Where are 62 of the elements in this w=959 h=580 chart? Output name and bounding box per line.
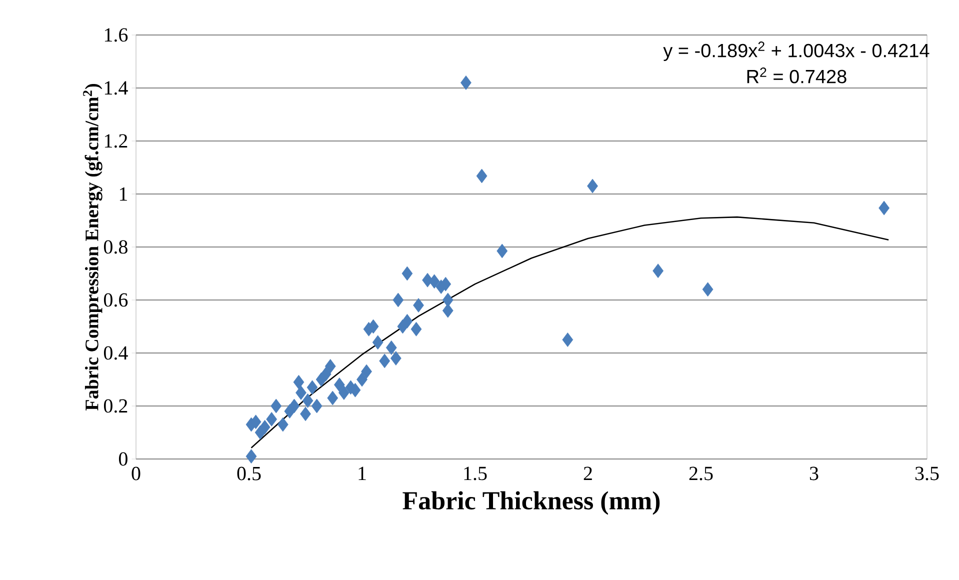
point [402, 314, 413, 328]
x-tick-label: 1.5 [464, 466, 487, 480]
point [293, 374, 304, 390]
annotation: y = -0.189x$^{2}$ + 1.0043x - 0.4214 [663, 42, 930, 62]
point [402, 266, 413, 281]
point [266, 412, 278, 426]
x-axis-title: Fabric Thickness (mm) [402, 491, 660, 515]
point [442, 292, 454, 308]
point [702, 282, 714, 297]
point [338, 386, 350, 400]
x-tick-label: 3.5 [915, 466, 939, 480]
point [410, 322, 422, 336]
x-tick-label: 0.5 [237, 466, 261, 480]
annotation: R$^{2}$ = 0.7428 [747, 68, 846, 84]
y-tick-label: 0.8 [104, 240, 128, 254]
point [372, 335, 384, 350]
point [296, 386, 306, 400]
point [652, 264, 664, 278]
x-tick-label: 0 [132, 466, 140, 480]
y-tick-label: 1.2 [104, 134, 128, 148]
point [442, 303, 454, 318]
point [288, 398, 300, 414]
point [270, 398, 282, 414]
point [878, 200, 890, 216]
point [302, 393, 314, 408]
y-tick-label: 1.6 [104, 28, 128, 42]
point [334, 378, 345, 392]
y-tick-label: 0.4 [104, 346, 128, 360]
point [246, 449, 257, 464]
point [496, 244, 508, 258]
point [306, 380, 318, 395]
point [320, 366, 332, 382]
point [356, 372, 368, 387]
point [460, 75, 472, 90]
point [587, 178, 598, 194]
line-series [250, 216, 890, 449]
point [300, 406, 311, 422]
point [327, 390, 338, 406]
y-tick-label: 0 [118, 452, 128, 466]
point [259, 420, 270, 434]
x-tick-label: 2.5 [689, 466, 713, 480]
y-tick-label: 1 [120, 187, 128, 201]
point [324, 359, 336, 374]
y-tick-label: 0.2 [104, 399, 128, 413]
y-axis-title: Fabric Compression Energy (gf.cm/cm$^{2}$) [83, 84, 102, 410]
y-tick-label: 0.6 [104, 293, 128, 307]
point [311, 398, 322, 414]
point [379, 354, 390, 368]
x-tick-label: 2 [584, 466, 592, 480]
point [386, 340, 397, 355]
point [392, 292, 404, 308]
y-tick-label: 1.4 [104, 81, 128, 95]
point [277, 417, 288, 432]
point [476, 168, 488, 184]
x-tick-label: 1 [358, 466, 366, 480]
point [440, 276, 452, 292]
point [361, 364, 372, 379]
point [390, 351, 402, 366]
x-tick-label: 3 [810, 466, 818, 480]
point [562, 332, 574, 347]
point [413, 298, 424, 312]
point [428, 274, 440, 289]
